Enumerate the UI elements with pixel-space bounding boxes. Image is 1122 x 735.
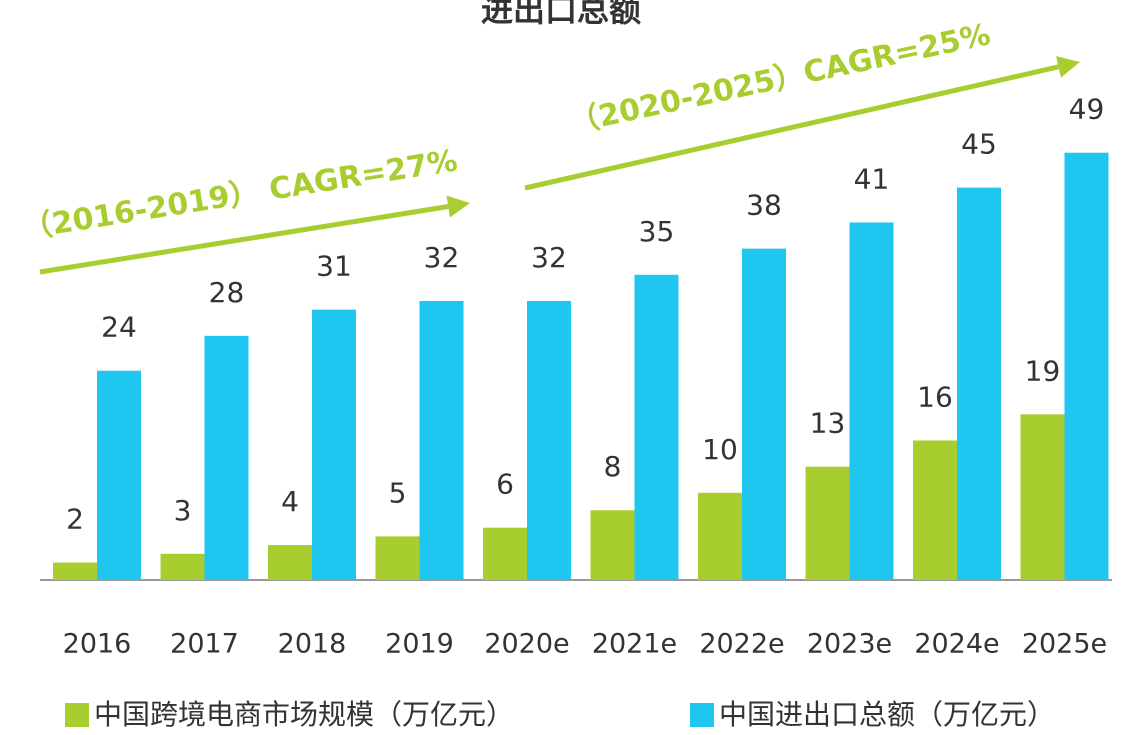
value-label: 31 (316, 250, 352, 283)
legend-label: 中国进出口总额（万亿元） (719, 698, 1055, 731)
bar (957, 187, 1001, 580)
bar (1064, 152, 1109, 580)
bar (527, 300, 571, 580)
bar (419, 300, 464, 580)
bar (698, 492, 742, 580)
value-label: 8 (604, 450, 622, 483)
bar (1020, 414, 1065, 580)
value-label: 28 (209, 276, 245, 309)
bar (913, 440, 957, 580)
bar (312, 309, 356, 580)
arrow-head (1056, 56, 1080, 78)
x-tick-label: 2021e (592, 629, 677, 660)
x-tick-label: 2020e (484, 629, 569, 660)
value-label: 24 (101, 311, 137, 344)
value-label: 2 (66, 503, 84, 536)
value-label: 41 (854, 162, 890, 195)
bar (634, 274, 679, 580)
x-tick-label: 2024e (914, 629, 999, 660)
bar (375, 536, 420, 580)
annotation: （2016-2019） CAGR=27% (20, 143, 460, 246)
value-label: 45 (961, 128, 997, 161)
value-label: 3 (174, 494, 192, 527)
x-tick-label: 2022e (699, 629, 784, 660)
value-label: 16 (917, 380, 953, 413)
value-label: 32 (531, 241, 567, 274)
bar (268, 545, 312, 580)
value-label: 32 (424, 241, 460, 274)
value-label: 6 (496, 468, 514, 501)
legend-swatch (690, 703, 714, 727)
bar (53, 562, 97, 580)
value-label: 4 (281, 485, 299, 518)
bar (849, 222, 894, 581)
annotation-arrow (39, 204, 449, 275)
value-label: 10 (702, 433, 738, 466)
arrow-head (446, 195, 470, 218)
legend-label: 中国跨境电商市场规模（万亿元） (94, 698, 514, 731)
value-label: 49 (1069, 93, 1105, 126)
x-tick-label: 2018 (278, 629, 347, 660)
x-tick-label: 2017 (170, 629, 239, 660)
value-label: 35 (639, 215, 675, 248)
bar (97, 370, 141, 580)
value-label: 38 (746, 189, 782, 222)
x-tick-label: 2025e (1022, 629, 1107, 660)
chart-title: 进出口总额 (481, 0, 641, 29)
bar (805, 466, 850, 580)
bar (742, 248, 786, 580)
bar (160, 553, 205, 580)
x-tick-label: 2023e (807, 629, 892, 660)
value-label: 5 (389, 476, 407, 509)
annotation: （2020-2025）CAGR=25% (566, 17, 993, 141)
value-label: 19 (1025, 354, 1061, 387)
x-tick-label: 2019 (385, 629, 454, 660)
legend-swatch (65, 703, 89, 727)
annotation-arrow (524, 64, 1060, 191)
value-label: 13 (810, 407, 846, 440)
bar (204, 335, 249, 580)
x-tick-label: 2016 (63, 629, 132, 660)
bar (483, 527, 527, 580)
bar (590, 510, 635, 580)
